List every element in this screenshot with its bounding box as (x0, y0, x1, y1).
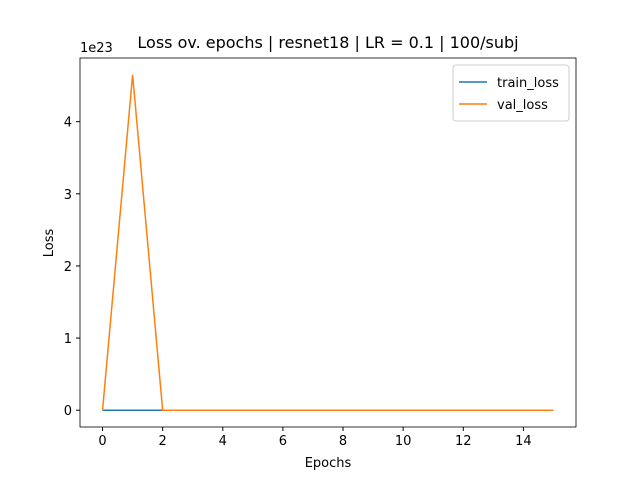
y-tick-label: 1 (64, 332, 72, 347)
plot-frame (79, 57, 577, 428)
y-axis-label: Loss (42, 229, 57, 258)
x-tick-label: 6 (279, 434, 287, 449)
y-tick-label: 4 (64, 116, 72, 131)
series-line (101, 74, 554, 411)
y-tick-label: 3 (64, 188, 72, 203)
x-tick-label: 14 (515, 434, 532, 449)
x-tick-label: 2 (159, 434, 167, 449)
y-offset-text: 1e23 (80, 41, 113, 56)
x-axis-label: Epochs (305, 456, 352, 471)
y-tick-label: 0 (64, 404, 72, 419)
x-tick-label: 10 (395, 434, 412, 449)
x-tick-label: 12 (455, 434, 472, 449)
x-tick-label: 4 (219, 434, 227, 449)
legend-box (452, 64, 570, 122)
legend-label: val_loss (497, 98, 548, 113)
legend-label: train_loss (497, 76, 559, 91)
x-tick-label: 8 (339, 434, 347, 449)
y-tick-label: 2 (64, 260, 72, 275)
x-tick-label: 0 (98, 434, 106, 449)
chart-title: Loss ov. epochs | resnet18 | LR = 0.1 | … (137, 33, 518, 52)
